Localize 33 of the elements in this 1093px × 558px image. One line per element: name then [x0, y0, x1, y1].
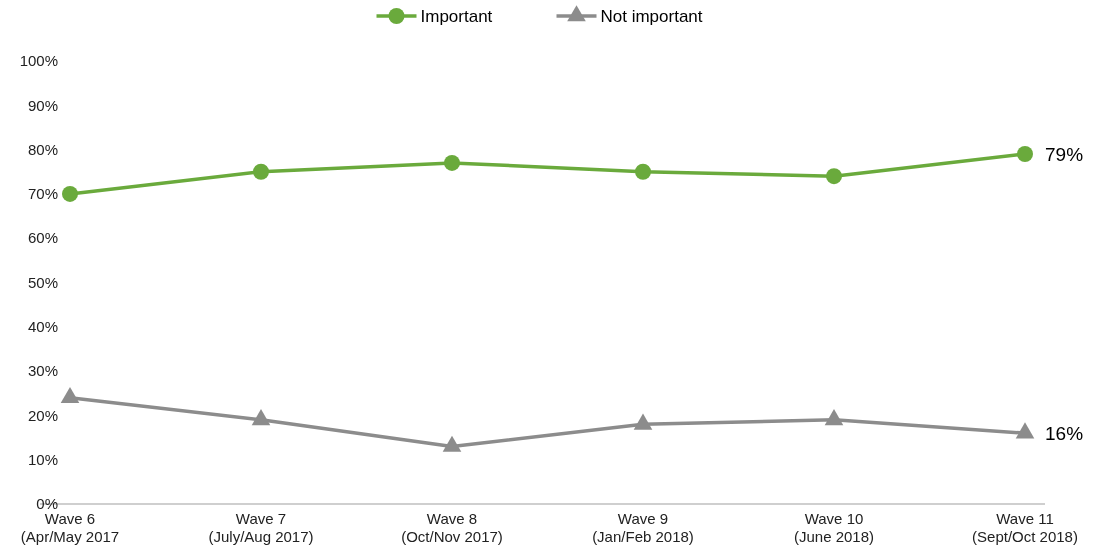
y-tick-label: 30%: [27, 362, 58, 380]
y-tick-label: 70%: [27, 185, 58, 203]
x-tick-label: Wave 6 (Apr/May 2017: [20, 510, 120, 545]
data-label: 79%: [1045, 143, 1084, 165]
point: [1015, 422, 1035, 439]
point: [62, 185, 78, 202]
x-tick-label: Wave 9 (Jan/Feb 2018): [592, 510, 694, 545]
point: [824, 409, 844, 426]
y-tick-label: 80%: [27, 140, 58, 158]
y-tick-label: 40%: [27, 318, 58, 336]
point: [442, 435, 462, 452]
y-tick-label: 50%: [27, 273, 58, 291]
data-label: 16%: [1045, 422, 1084, 444]
y-tick-label: 60%: [27, 229, 58, 247]
x-tick-label: Wave 10 (June 2018): [793, 510, 875, 545]
point: [633, 413, 653, 430]
x-tick-label: Wave 8 (Oct/Nov 2017): [401, 510, 503, 545]
y-tick-label: 20%: [27, 406, 58, 424]
point: [1017, 146, 1033, 163]
y-tick-label: 90%: [27, 96, 58, 114]
point: [444, 154, 460, 171]
point: [60, 386, 80, 404]
point: [826, 168, 842, 185]
x-tick-label: Wave 11 (Sept/Oct 2018): [972, 510, 1078, 545]
x-tick-label: Wave 7 (July/Aug 2017): [208, 510, 314, 545]
legend-label: Important: [420, 6, 493, 26]
point: [253, 163, 269, 180]
y-tick-label: 0%: [36, 495, 58, 513]
y-tick-label: 10%: [27, 450, 58, 468]
legend-label: Not important: [600, 6, 703, 26]
y-tick-label: 100%: [19, 52, 58, 70]
point: [251, 409, 271, 426]
point: [635, 163, 651, 180]
